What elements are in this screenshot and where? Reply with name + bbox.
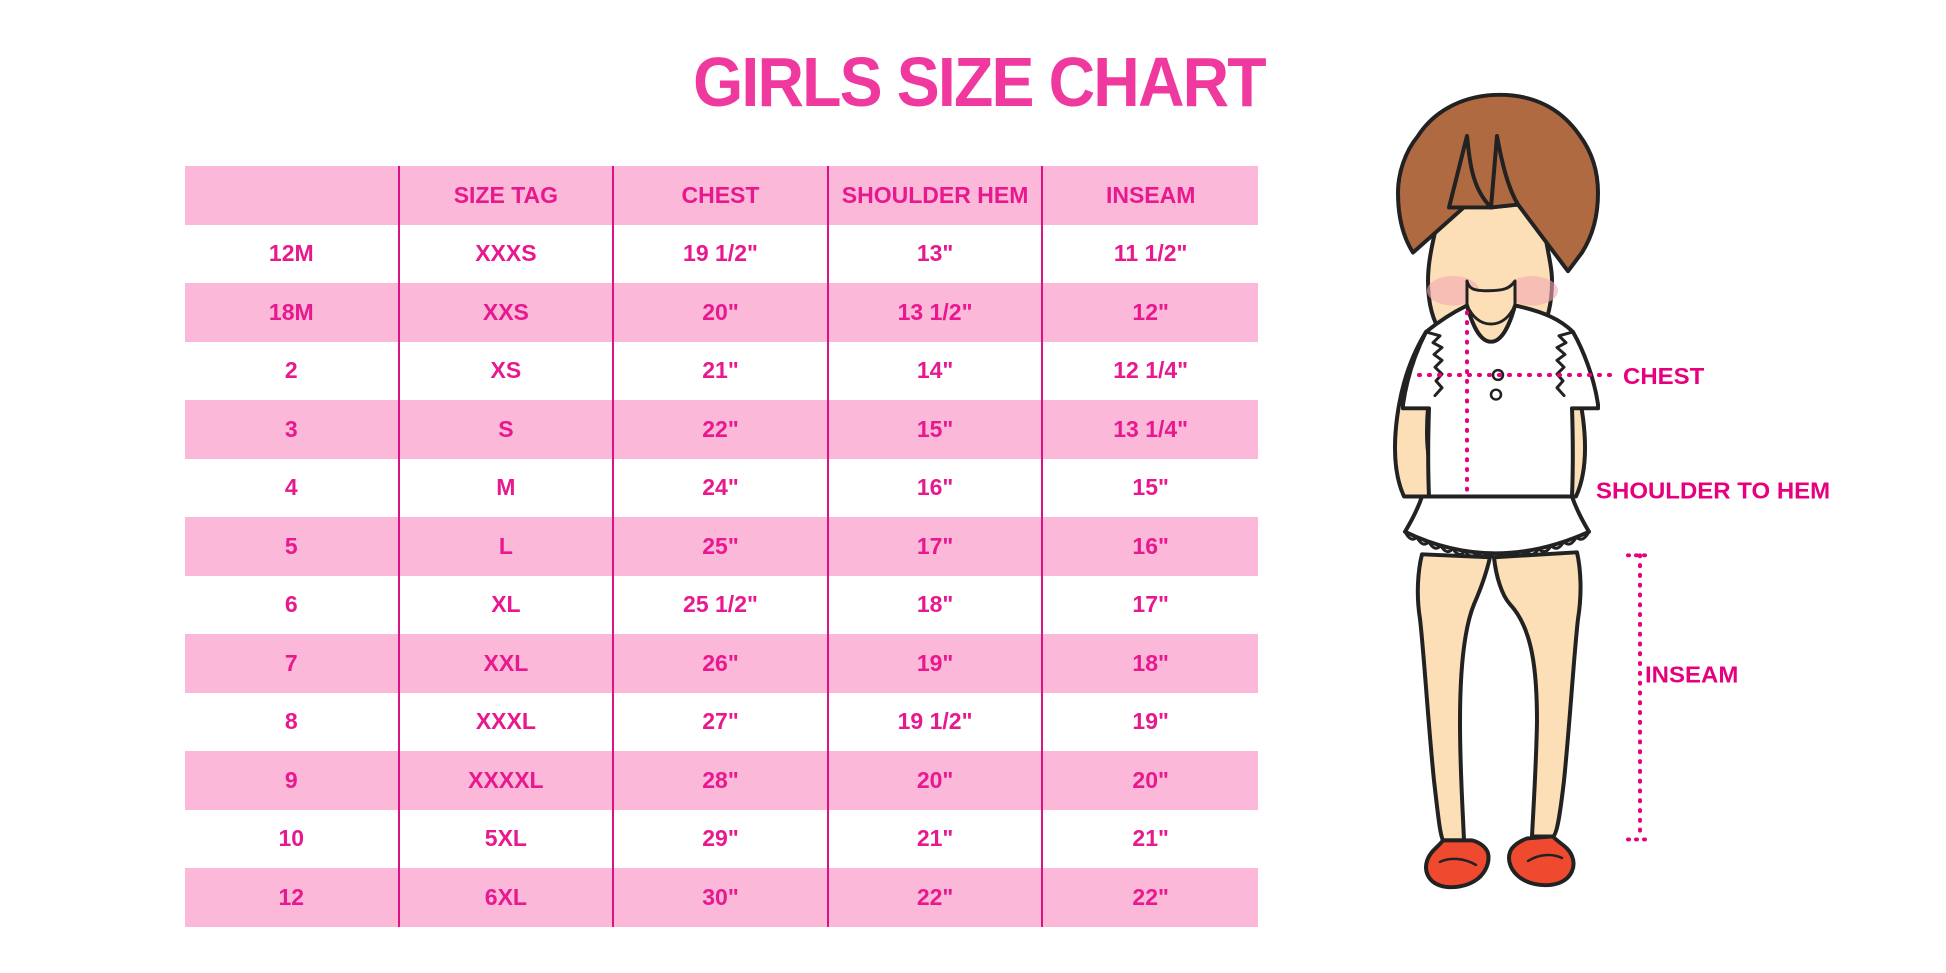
svg-text:SHOULDER TO HEM: SHOULDER TO HEM <box>1596 478 1830 505</box>
svg-text:CHEST: CHEST <box>1623 363 1705 390</box>
svg-text:INSEAM: INSEAM <box>1645 662 1738 689</box>
